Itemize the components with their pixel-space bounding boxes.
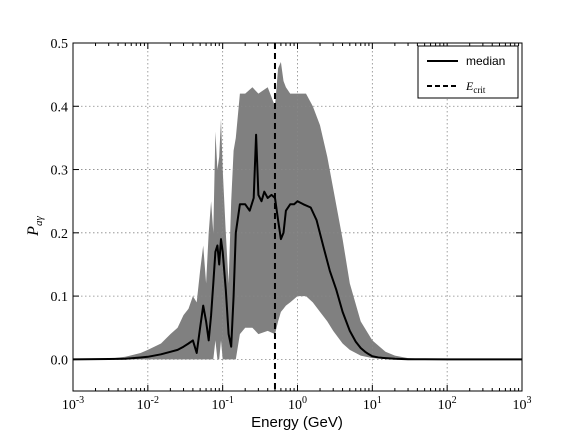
x-tick-exp-5: 2 (452, 395, 457, 406)
x-tick-base-3: 10 (288, 398, 302, 413)
legend: median Ecrit (417, 45, 519, 99)
x-tick-base-2: 10 (211, 398, 225, 413)
y-axis-label: Paγ (25, 216, 45, 237)
legend-frame (417, 45, 519, 99)
band-layer (73, 62, 522, 360)
x-tick-base-6: 10 (513, 398, 527, 413)
legend-median-label: median (466, 54, 505, 68)
x-tick-label-5: 102 (438, 395, 457, 413)
y-tick-label-5: 0.5 (51, 37, 69, 52)
x-tick-label-0: 10-3 (62, 395, 84, 413)
x-tick-label-3: 100 (288, 395, 307, 413)
legend-ecrit-label: Ecrit (465, 79, 486, 95)
x-tick-label-4: 101 (363, 395, 382, 413)
x-tick-base-4: 10 (363, 398, 377, 413)
x-tick-base-0: 10 (62, 398, 76, 413)
x-tick-base-5: 10 (438, 398, 452, 413)
x-tick-base-1: 10 (137, 398, 151, 413)
x-tick-label-1: 10-2 (137, 395, 159, 413)
spread-band (73, 62, 522, 360)
x-axis-label: Energy (GeV) (251, 414, 343, 431)
legend-ecrit-sub: crit (473, 85, 485, 95)
y-tick-label-1: 0.1 (51, 290, 69, 305)
x-tick-exp-1: -2 (151, 395, 159, 406)
x-tick-label-6: 103 (513, 395, 532, 413)
legend-ecrit-main: E (465, 79, 474, 93)
x-tick-exp-3: 0 (302, 395, 307, 406)
grid-layer (73, 43, 522, 391)
axes-layer: 10-3 10-2 10-1 100 101 102 1030.00.10.20.30.40… (51, 37, 532, 413)
y-tick-label-0: 0.0 (51, 353, 69, 368)
y-axis-label-main: P (25, 226, 42, 237)
y-tick-label-4: 0.4 (51, 100, 69, 115)
line-layer (72, 43, 522, 391)
x-tick-label-2: 10-1 (211, 395, 233, 413)
x-tick-exp-2: -1 (225, 395, 233, 406)
median-line (72, 133, 522, 361)
y-tick-label-2: 0.2 (51, 227, 69, 242)
x-tick-exp-4: 1 (377, 395, 382, 406)
y-tick-label-3: 0.3 (51, 164, 69, 179)
x-tick-exp-6: 3 (527, 395, 532, 406)
x-tick-exp-0: -3 (76, 395, 84, 406)
y-axis-label-sub: aγ (33, 216, 45, 227)
